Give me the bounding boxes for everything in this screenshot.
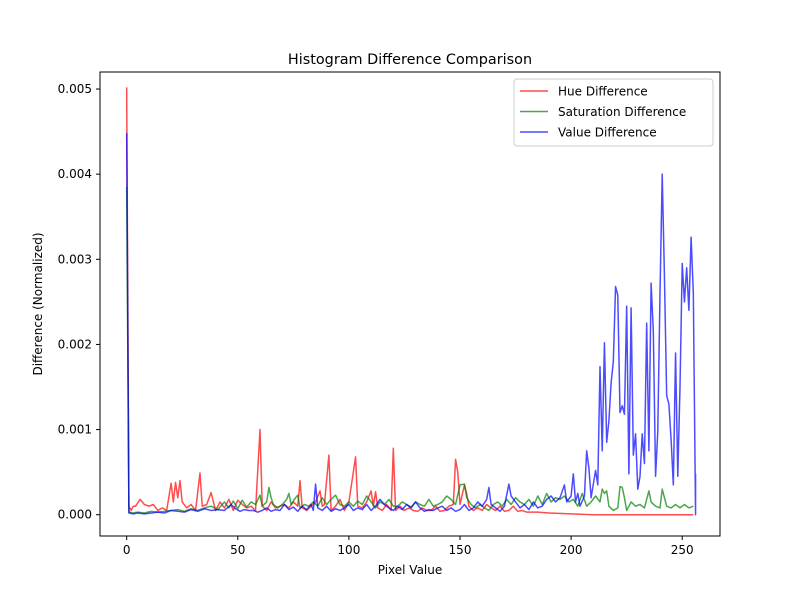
legend-label-0: Hue Difference <box>558 85 648 99</box>
y-tick-label: 0.000 <box>58 508 92 522</box>
y-tick-label: 0.004 <box>58 167 92 181</box>
y-tick-label: 0.003 <box>58 252 92 266</box>
x-tick-label: 50 <box>230 543 245 557</box>
series-line-1 <box>125 186 694 514</box>
plot-area <box>99 71 721 537</box>
y-tick-label: 0.001 <box>58 423 92 437</box>
x-tick-label: 150 <box>449 543 472 557</box>
x-axis-label: Pixel Value <box>378 563 443 577</box>
legend-box <box>513 78 714 147</box>
plot-frame <box>99 71 721 537</box>
x-tick-label: 100 <box>337 543 360 557</box>
x-tick-label: 0 <box>123 543 131 557</box>
legend-label-1: Saturation Difference <box>558 105 686 119</box>
y-axis: 0.000 0.001 0.002 0.003 0.004 0.005 <box>58 82 100 522</box>
legend: Hue Difference Saturation Difference Value… <box>513 78 714 147</box>
y-tick-label: 0.002 <box>58 337 92 351</box>
series-line-2 <box>125 133 697 516</box>
x-tick-label: 250 <box>671 543 694 557</box>
series-layer <box>125 87 697 516</box>
y-axis-label: Difference (Normalized) <box>31 232 45 375</box>
x-tick-label: 200 <box>560 543 583 557</box>
y-tick-label: 0.005 <box>58 82 92 96</box>
chart-title: Histogram Difference Comparison <box>288 52 532 68</box>
legend-label-2: Value Difference <box>558 126 657 140</box>
x-axis: 0 50 100 150 200 250 <box>123 536 694 557</box>
